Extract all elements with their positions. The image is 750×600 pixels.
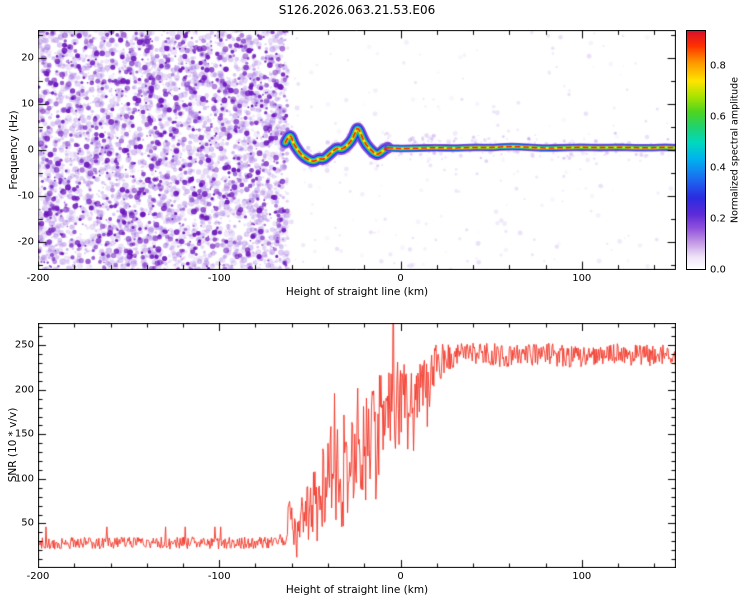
snr-plot bbox=[38, 323, 676, 568]
colorbar-tick-label: 0.4 bbox=[710, 162, 726, 174]
colorbar-tick-label: 0.8 bbox=[710, 60, 726, 72]
y-tick-label: 100 bbox=[14, 473, 34, 485]
colorbar-label: Normalized spectral amplitude bbox=[729, 76, 741, 224]
spectrogram-xlabel: Height of straight line (km) bbox=[285, 286, 429, 298]
y-tick-label: 20 bbox=[21, 52, 34, 64]
x-tick-label: -200 bbox=[26, 273, 50, 284]
x-tick-label: 0 bbox=[397, 273, 404, 284]
colorbar-tick-label: 0.6 bbox=[710, 111, 726, 123]
y-tick-label: -20 bbox=[17, 236, 34, 248]
y-tick-label: 150 bbox=[14, 428, 34, 440]
y-tick-label: 0 bbox=[27, 144, 34, 156]
x-tick-label: -100 bbox=[207, 571, 231, 582]
spectrogram-plot bbox=[38, 30, 676, 270]
y-tick-label: -10 bbox=[17, 190, 34, 202]
x-tick-label: -200 bbox=[26, 571, 50, 582]
y-tick-label: 50 bbox=[21, 517, 34, 529]
x-tick-label: 100 bbox=[572, 571, 592, 582]
snr-xlabel: Height of straight line (km) bbox=[285, 584, 429, 596]
y-tick-label: 10 bbox=[21, 98, 34, 110]
snr-ylabel: SNR (10 * v/v) bbox=[7, 407, 19, 483]
x-tick-label: -100 bbox=[207, 273, 231, 284]
spectrogram-ylabel: Frequency (Hz) bbox=[8, 110, 20, 190]
figure-title: S126.2026.063.21.53.E06 bbox=[278, 3, 436, 17]
x-tick-label: 100 bbox=[572, 273, 592, 284]
x-tick-label: 0 bbox=[397, 571, 404, 582]
y-tick-label: 250 bbox=[14, 339, 34, 351]
y-tick-label: 200 bbox=[14, 384, 34, 396]
colorbar-tick-label: 0.2 bbox=[710, 213, 726, 225]
colorbar bbox=[686, 30, 706, 270]
colorbar-tick-label: 0.0 bbox=[710, 264, 726, 276]
